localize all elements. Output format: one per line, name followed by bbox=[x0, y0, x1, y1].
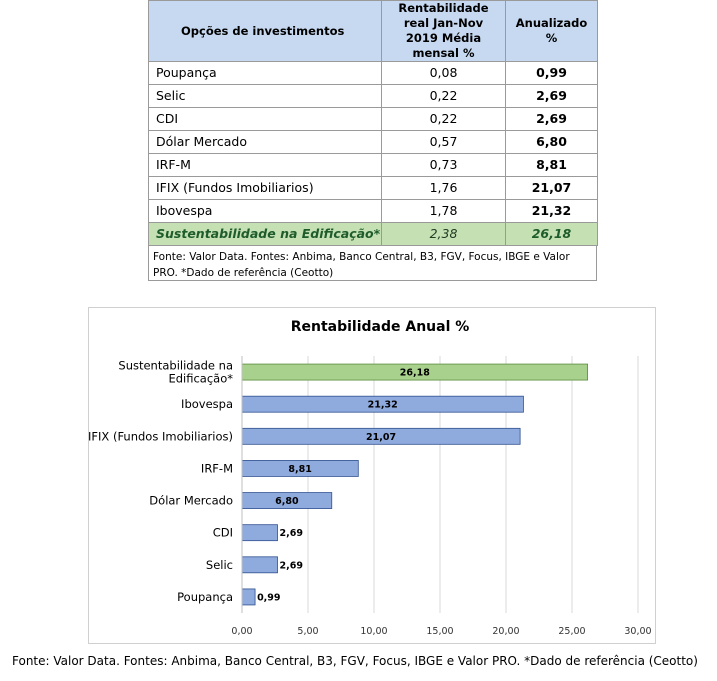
cell-annual: 8,81 bbox=[505, 153, 598, 177]
cell-option-name: Selic bbox=[148, 84, 382, 108]
cell-monthly: 1,78 bbox=[381, 199, 506, 223]
cell-annual: 2,69 bbox=[505, 84, 598, 108]
table-row: Ibovespa 1,78 21,32 bbox=[148, 199, 598, 223]
cell-monthly: 0,08 bbox=[381, 61, 506, 85]
bar-value-label: 0,99 bbox=[257, 592, 280, 603]
cell-annual: 0,99 bbox=[505, 61, 598, 85]
cell-monthly: 0,57 bbox=[381, 130, 506, 154]
cell-annual: 26,18 bbox=[505, 222, 598, 246]
cell-option-name: Sustentabilidade na Edificação* bbox=[148, 222, 382, 246]
x-tick-label: 15,00 bbox=[426, 626, 453, 637]
cell-annual: 21,32 bbox=[505, 199, 598, 223]
chart-source-note: Fonte: Valor Data. Fontes: Anbima, Banco… bbox=[12, 654, 698, 668]
x-tick-label: 5,00 bbox=[297, 626, 318, 637]
bar bbox=[241, 556, 278, 574]
x-tick-label: 25,00 bbox=[558, 626, 585, 637]
bar-value-label: 2,69 bbox=[280, 528, 303, 539]
bar-value-label: 6,80 bbox=[275, 496, 299, 507]
bar-chart: Rentabilidade Anual % 0,00 5,00 10,00 15,00 2… bbox=[89, 319, 652, 637]
cell-option-name: IRF-M bbox=[148, 153, 382, 177]
header-monthly: Rentabilidade real Jan-Nov 2019 Média me… bbox=[381, 0, 506, 62]
x-tick-label: 20,00 bbox=[492, 626, 519, 637]
bar bbox=[241, 588, 256, 606]
bar bbox=[241, 524, 278, 542]
table-row: IFIX (Fundos Imobiliarios) 1,76 21,07 bbox=[148, 176, 598, 200]
bar-value-label: 21,07 bbox=[366, 432, 396, 443]
x-tick-label: 30,00 bbox=[624, 626, 651, 637]
cell-monthly: 2,38 bbox=[381, 222, 506, 246]
table-row-highlight: Sustentabilidade na Edificação* 2,38 26,18 bbox=[148, 222, 598, 246]
chart-title: Rentabilidade Anual % bbox=[291, 319, 470, 335]
cell-option-name: IFIX (Fundos Imobiliarios) bbox=[148, 176, 382, 200]
category-label: Edificação* bbox=[168, 372, 233, 386]
investment-table-grid: Opções de investimentos Rentabilidade re… bbox=[148, 0, 598, 246]
category-label: Dólar Mercado bbox=[149, 494, 233, 508]
cell-monthly: 0,22 bbox=[381, 84, 506, 108]
table-row: Poupança 0,08 0,99 bbox=[148, 61, 598, 85]
table-header-row: Opções de investimentos Rentabilidade re… bbox=[148, 0, 598, 62]
category-label: Poupança bbox=[177, 590, 233, 604]
cell-option-name: Ibovespa bbox=[148, 199, 382, 223]
chart-frame: Rentabilidade Anual % 0,00 5,00 10,00 15,00 2… bbox=[88, 307, 656, 644]
category-label: Sustentabilidade na bbox=[118, 359, 233, 373]
bar-value-label: 21,32 bbox=[368, 400, 398, 411]
x-tick-label: 0,00 bbox=[231, 626, 252, 637]
cell-monthly: 1,76 bbox=[381, 176, 506, 200]
category-label: IRF-M bbox=[201, 461, 233, 475]
category-label: Ibovespa bbox=[181, 397, 233, 411]
investment-table: Opções de investimentos Rentabilidade re… bbox=[148, 0, 598, 281]
table-row: IRF-M 0,73 8,81 bbox=[148, 153, 598, 177]
cell-annual: 21,07 bbox=[505, 176, 598, 200]
header-annual: Anualizado % bbox=[505, 0, 598, 62]
bar-value-label: 8,81 bbox=[288, 464, 311, 475]
table-row: Dólar Mercado 0,57 6,80 bbox=[148, 130, 598, 154]
category-label: CDI bbox=[213, 526, 233, 540]
cell-option-name: Poupança bbox=[148, 61, 382, 85]
table-row: CDI 0,22 2,69 bbox=[148, 107, 598, 131]
cell-monthly: 0,22 bbox=[381, 107, 506, 131]
bar-value-label: 26,18 bbox=[400, 368, 430, 379]
header-options: Opções de investimentos bbox=[148, 0, 382, 62]
cell-option-name: CDI bbox=[148, 107, 382, 131]
cell-annual: 6,80 bbox=[505, 130, 598, 154]
x-tick-label: 10,00 bbox=[360, 626, 387, 637]
table-source-note: Fonte: Valor Data. Fontes: Anbima, Banco… bbox=[148, 246, 597, 281]
cell-option-name: Dólar Mercado bbox=[148, 130, 382, 154]
bar-value-label: 2,69 bbox=[280, 560, 303, 571]
category-label: Selic bbox=[206, 558, 233, 572]
cell-monthly: 0,73 bbox=[381, 153, 506, 177]
category-label: IFIX (Fundos Imobiliarios) bbox=[89, 429, 233, 443]
table-row: Selic 0,22 2,69 bbox=[148, 84, 598, 108]
cell-annual: 2,69 bbox=[505, 107, 598, 131]
